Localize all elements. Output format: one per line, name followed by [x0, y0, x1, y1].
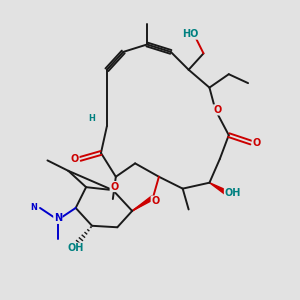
Text: N: N — [31, 203, 38, 212]
Text: H: H — [88, 114, 95, 123]
Text: OH: OH — [68, 243, 84, 253]
Text: O: O — [214, 105, 222, 115]
Polygon shape — [132, 196, 154, 211]
Text: HO: HO — [182, 29, 198, 39]
Text: N: N — [54, 213, 62, 224]
Text: O: O — [110, 182, 118, 192]
Text: O: O — [252, 138, 260, 148]
Text: O: O — [151, 196, 160, 206]
Text: O: O — [71, 154, 79, 164]
Polygon shape — [209, 183, 229, 195]
Text: OH: OH — [224, 188, 241, 198]
